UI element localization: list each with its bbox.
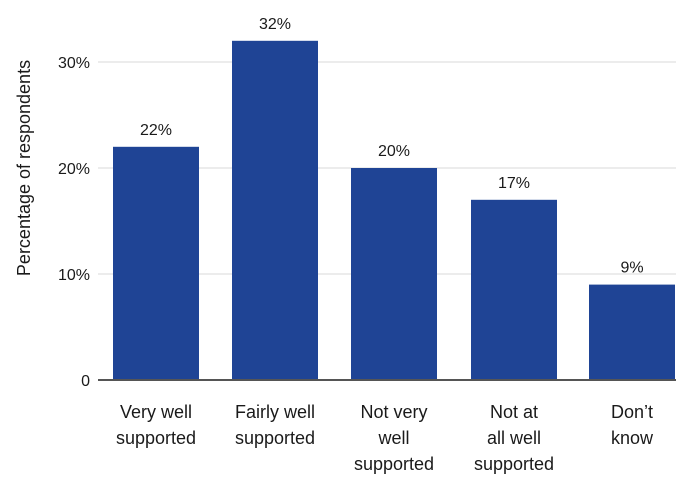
- x-tick-label: Fairly well supported: [235, 402, 315, 448]
- bar-1: [232, 40, 318, 381]
- x-tick-label-line: supported: [235, 428, 315, 448]
- bar-3: [471, 199, 557, 380]
- bar-4: [589, 284, 675, 380]
- x-tick-label-line: Don’t: [611, 402, 653, 422]
- x-tick-label: Don’t know: [611, 402, 654, 448]
- y-tick-label: 20%: [58, 161, 90, 178]
- bars: [113, 40, 675, 381]
- data-label: 9%: [620, 260, 643, 277]
- y-axis-title: Percentage of respondents: [14, 60, 34, 276]
- data-label: 22%: [140, 122, 172, 139]
- x-tick-label-line: supported: [116, 428, 196, 448]
- x-tick-label-line: know: [611, 428, 654, 448]
- x-tick-label: Not very well supported: [354, 402, 434, 474]
- x-tick-label-line: well: [377, 428, 409, 448]
- x-tick-label-line: Fairly well: [235, 402, 315, 422]
- x-tick-label: Very well supported: [116, 402, 196, 448]
- y-tick-label: 10%: [58, 267, 90, 284]
- x-tick-label-line: all well: [487, 428, 541, 448]
- y-tick-label: 30%: [58, 55, 90, 72]
- x-tick-label-line: supported: [354, 454, 434, 474]
- x-tick-label-line: supported: [474, 454, 554, 474]
- data-label: 32%: [259, 16, 291, 33]
- data-label: 17%: [498, 175, 530, 192]
- bar-2: [351, 168, 437, 380]
- labels: 0 10% 20% 30% 22% Very well supported 32% Fairly…: [58, 16, 654, 474]
- x-tick-label-line: Very well: [120, 402, 192, 422]
- x-tick-label-line: Not at: [490, 402, 538, 422]
- x-tick-label-line: Not very: [360, 402, 427, 422]
- x-tick-label: Not at all well supported: [474, 402, 554, 474]
- y-tick-label: 0: [81, 373, 90, 390]
- data-label: 20%: [378, 143, 410, 160]
- bar-0: [113, 146, 199, 380]
